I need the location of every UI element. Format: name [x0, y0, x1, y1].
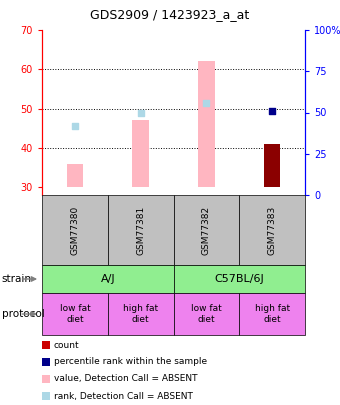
Point: [72, 123, 78, 130]
Text: high fat
diet: high fat diet: [255, 304, 290, 324]
Text: count: count: [54, 341, 80, 350]
Text: C57BL/6J: C57BL/6J: [215, 274, 264, 284]
Text: value, Detection Call = ABSENT: value, Detection Call = ABSENT: [54, 375, 198, 384]
Text: A/J: A/J: [100, 274, 115, 284]
Text: low fat
diet: low fat diet: [191, 304, 222, 324]
Text: GSM77380: GSM77380: [70, 205, 79, 255]
Text: rank, Detection Call = ABSENT: rank, Detection Call = ABSENT: [54, 392, 193, 401]
Text: GSM77381: GSM77381: [136, 205, 145, 255]
Text: GDS2909 / 1423923_a_at: GDS2909 / 1423923_a_at: [90, 8, 250, 21]
Text: protocol: protocol: [2, 309, 45, 319]
Text: GSM77382: GSM77382: [202, 205, 211, 255]
Point: [138, 109, 143, 116]
Text: percentile rank within the sample: percentile rank within the sample: [54, 358, 207, 367]
Point: [269, 107, 275, 114]
Bar: [132, 120, 149, 187]
Text: high fat
diet: high fat diet: [123, 304, 158, 324]
Bar: [198, 62, 215, 187]
Text: strain: strain: [2, 274, 32, 284]
Point: [204, 100, 209, 106]
Bar: [67, 164, 83, 187]
Text: GSM77383: GSM77383: [268, 205, 277, 255]
Bar: [264, 144, 280, 187]
Text: low fat
diet: low fat diet: [59, 304, 90, 324]
